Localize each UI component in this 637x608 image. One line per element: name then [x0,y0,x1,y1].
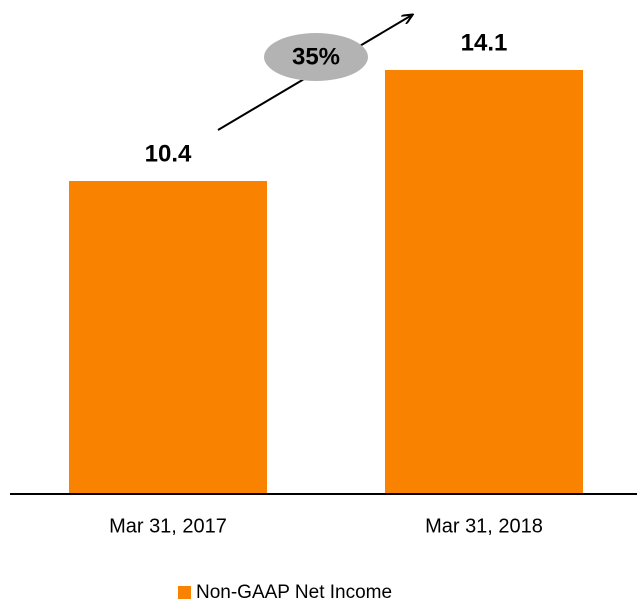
legend-swatch [178,586,191,599]
bar [385,70,583,493]
x-tick-label: Mar 31, 2017 [109,515,227,537]
annotation: 35% [292,43,340,70]
legend-label: Non-GAAP Net Income [196,582,392,603]
x-tick-label: Mar 31, 2018 [425,515,543,537]
value-label: 14.1 [461,29,508,56]
bar [69,181,267,493]
annotation-bubble [264,33,368,81]
value-label: 10.4 [145,140,192,167]
